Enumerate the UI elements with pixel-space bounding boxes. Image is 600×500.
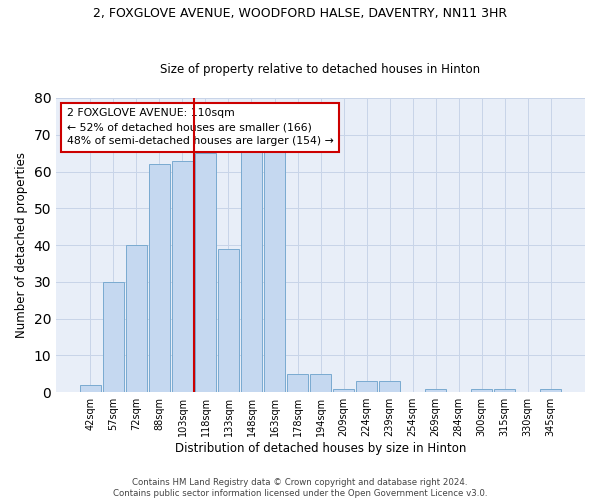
Bar [471, 388, 492, 392]
Text: 2 FOXGLOVE AVENUE: 110sqm
← 52% of detached houses are smaller (166)
48% of semi: 2 FOXGLOVE AVENUE: 110sqm ← 52% of detac… [67, 108, 334, 146]
Bar [218, 249, 239, 392]
Y-axis label: Number of detached properties: Number of detached properties [15, 152, 28, 338]
Bar [149, 164, 170, 392]
Text: 2, FOXGLOVE AVENUE, WOODFORD HALSE, DAVENTRY, NN11 3HR: 2, FOXGLOVE AVENUE, WOODFORD HALSE, DAVE… [93, 8, 507, 20]
Bar [379, 381, 400, 392]
Bar [172, 160, 193, 392]
Bar [103, 282, 124, 392]
Bar [540, 388, 561, 392]
Bar [356, 381, 377, 392]
Bar [494, 388, 515, 392]
Bar [425, 388, 446, 392]
Bar [287, 374, 308, 392]
Bar [80, 385, 101, 392]
Bar [241, 150, 262, 392]
X-axis label: Distribution of detached houses by size in Hinton: Distribution of detached houses by size … [175, 442, 466, 455]
Bar [264, 150, 285, 392]
Bar [195, 153, 216, 392]
Bar [333, 388, 354, 392]
Bar [310, 374, 331, 392]
Text: Contains HM Land Registry data © Crown copyright and database right 2024.
Contai: Contains HM Land Registry data © Crown c… [113, 478, 487, 498]
Bar [126, 245, 147, 392]
Title: Size of property relative to detached houses in Hinton: Size of property relative to detached ho… [160, 63, 481, 76]
